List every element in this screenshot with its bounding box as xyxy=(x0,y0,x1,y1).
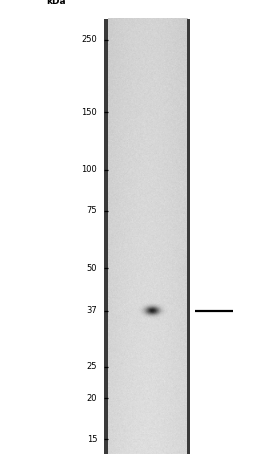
Text: 37: 37 xyxy=(87,307,97,315)
Text: kDa: kDa xyxy=(47,0,66,6)
Text: 250: 250 xyxy=(81,35,97,44)
Text: 25: 25 xyxy=(87,362,97,371)
Text: 100: 100 xyxy=(81,165,97,174)
Bar xyxy=(104,19,108,454)
Text: 75: 75 xyxy=(87,206,97,215)
Text: 20: 20 xyxy=(87,394,97,402)
Text: 150: 150 xyxy=(81,108,97,117)
Bar xyxy=(187,19,190,454)
Text: 15: 15 xyxy=(87,434,97,444)
Text: 50: 50 xyxy=(87,263,97,273)
